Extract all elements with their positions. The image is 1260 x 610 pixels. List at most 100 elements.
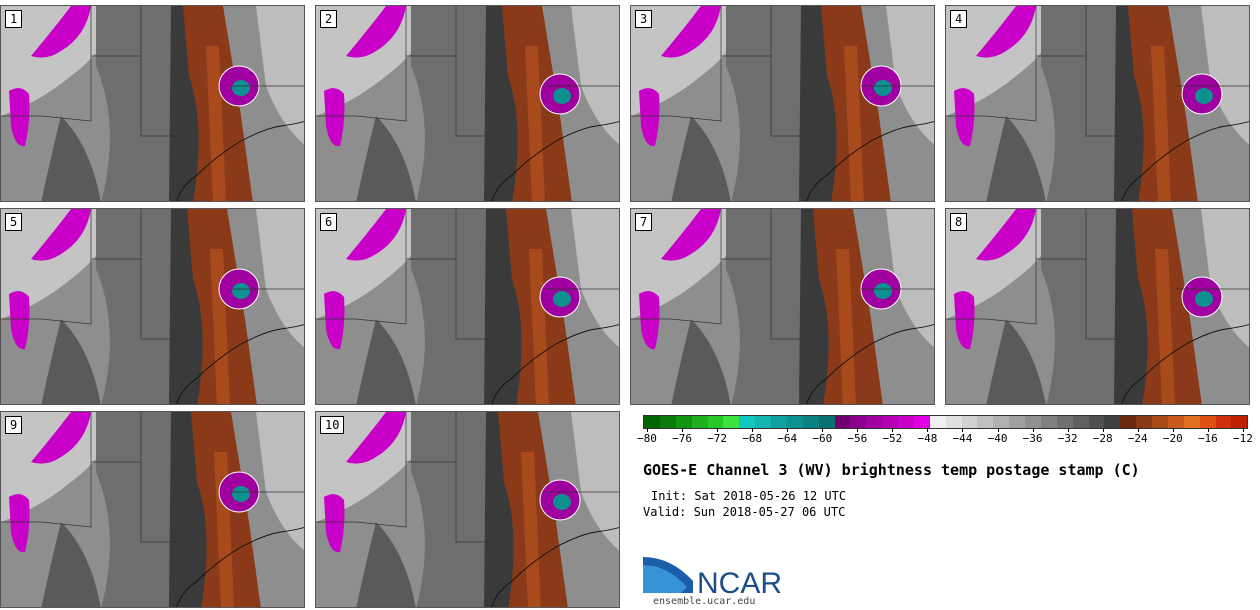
tick-label: −60 <box>812 432 833 445</box>
convective-core <box>874 283 892 299</box>
convective-core <box>1195 291 1213 307</box>
cold-cloud-west <box>639 88 660 147</box>
cold-cloud-west <box>954 88 975 147</box>
colorbar-swatch <box>850 416 867 428</box>
dry-band-gray <box>1041 209 1121 404</box>
coastline <box>806 324 934 404</box>
tick-label: −56 <box>847 432 868 445</box>
coastline <box>806 121 934 201</box>
colorbar-swatch <box>961 416 978 428</box>
tick-mark <box>1207 428 1209 432</box>
tick-mark <box>1242 428 1244 432</box>
tick-mark <box>892 428 894 432</box>
dry-band-gray <box>96 209 176 404</box>
tick-label: −40 <box>987 432 1008 445</box>
coastline <box>1121 121 1249 201</box>
state-borders <box>1 412 304 543</box>
colorbar-swatch <box>1072 416 1089 428</box>
dry-patch <box>986 116 1046 201</box>
colorbar-swatch <box>1183 416 1200 428</box>
dry-band-gray <box>411 412 491 607</box>
coastline <box>491 324 619 404</box>
postage-stamp-panel: 4 <box>945 5 1250 202</box>
tick-label: −44 <box>952 432 973 445</box>
colorbar-swatch <box>644 416 660 428</box>
dry-patch <box>356 319 416 404</box>
cold-cloud-west <box>324 494 345 553</box>
dry-patch <box>356 116 416 201</box>
cold-cloud-west <box>9 88 30 147</box>
moist-east <box>886 209 934 348</box>
colorbar-swatch <box>898 416 914 428</box>
colorbar-swatch <box>1136 416 1152 428</box>
colorbar-swatch <box>818 416 835 428</box>
postage-stamp-panel: 5 <box>0 208 305 405</box>
colorbar-swatch <box>1167 416 1184 428</box>
panel-number: 5 <box>5 213 23 231</box>
cold-cloud-north <box>976 209 1036 261</box>
cold-cloud-west <box>639 291 660 350</box>
tick-label: −64 <box>777 432 798 445</box>
colorbar-swatch <box>929 416 946 428</box>
postage-stamp-panel: 9 <box>0 411 305 608</box>
cold-cloud-west <box>324 88 345 147</box>
ncar-logo: NCAR <box>643 553 803 603</box>
moist-east <box>1201 6 1249 145</box>
postage-stamp-panel: 1 <box>0 5 305 202</box>
colorbar-swatch <box>1199 416 1216 428</box>
coastline <box>491 527 619 607</box>
cold-cloud-north <box>346 412 406 464</box>
cold-cloud-west <box>954 291 975 350</box>
colorbar-swatch <box>1104 416 1121 428</box>
panel-number: 3 <box>635 10 653 28</box>
tick-mark <box>717 428 719 432</box>
convective-core <box>553 494 571 510</box>
colorbar-swatch <box>1120 416 1137 428</box>
colorbar-swatch <box>1088 416 1105 428</box>
dry-patch <box>986 319 1046 404</box>
colorbar-swatch <box>691 416 708 428</box>
coastline <box>491 121 619 201</box>
colorbar-swatch <box>1025 416 1041 428</box>
dry-band-gray <box>411 6 491 201</box>
tick-mark <box>787 428 789 432</box>
colorbar-swatch <box>866 416 883 428</box>
tick-label: −24 <box>1127 432 1148 445</box>
state-borders <box>316 412 619 543</box>
colorbar-swatch <box>1040 416 1057 428</box>
tick-mark <box>682 428 684 432</box>
tick-mark <box>1172 428 1174 432</box>
tick-label: −72 <box>707 432 728 445</box>
tick-mark <box>647 428 648 432</box>
dry-slot-core <box>529 249 549 404</box>
convective-core <box>553 291 571 307</box>
colorbar <box>643 415 1248 429</box>
colorbar-swatch <box>882 416 898 428</box>
coastline <box>1121 324 1249 404</box>
colorbar-swatch <box>913 416 930 428</box>
colorbar-swatch <box>1152 416 1168 428</box>
state-borders <box>631 6 934 137</box>
colorbar-swatch <box>723 416 740 428</box>
tick-label: −36 <box>1022 432 1043 445</box>
coastline <box>176 121 304 201</box>
state-borders <box>946 209 1249 340</box>
moist-east <box>256 209 304 348</box>
logo-swoosh-light <box>643 565 687 593</box>
colorbar-swatch <box>786 416 803 428</box>
panel-number: 10 <box>320 416 345 434</box>
panel-number: 2 <box>320 10 338 28</box>
tick-label: −28 <box>1092 432 1113 445</box>
convective-core <box>1195 88 1213 104</box>
panel-number: 8 <box>950 213 968 231</box>
colorbar-swatch <box>945 416 962 428</box>
dry-band-gray <box>96 6 176 201</box>
figure-title: GOES-E Channel 3 (WV) brightness temp po… <box>643 461 1140 479</box>
cold-cloud-north <box>976 6 1036 58</box>
moist-east <box>886 6 934 145</box>
convective-core <box>232 486 250 502</box>
panel-number: 7 <box>635 213 653 231</box>
valid-time: Valid: Sun 2018-05-27 06 UTC <box>643 505 846 519</box>
dry-slot-core <box>1155 249 1175 404</box>
state-borders <box>316 6 619 137</box>
